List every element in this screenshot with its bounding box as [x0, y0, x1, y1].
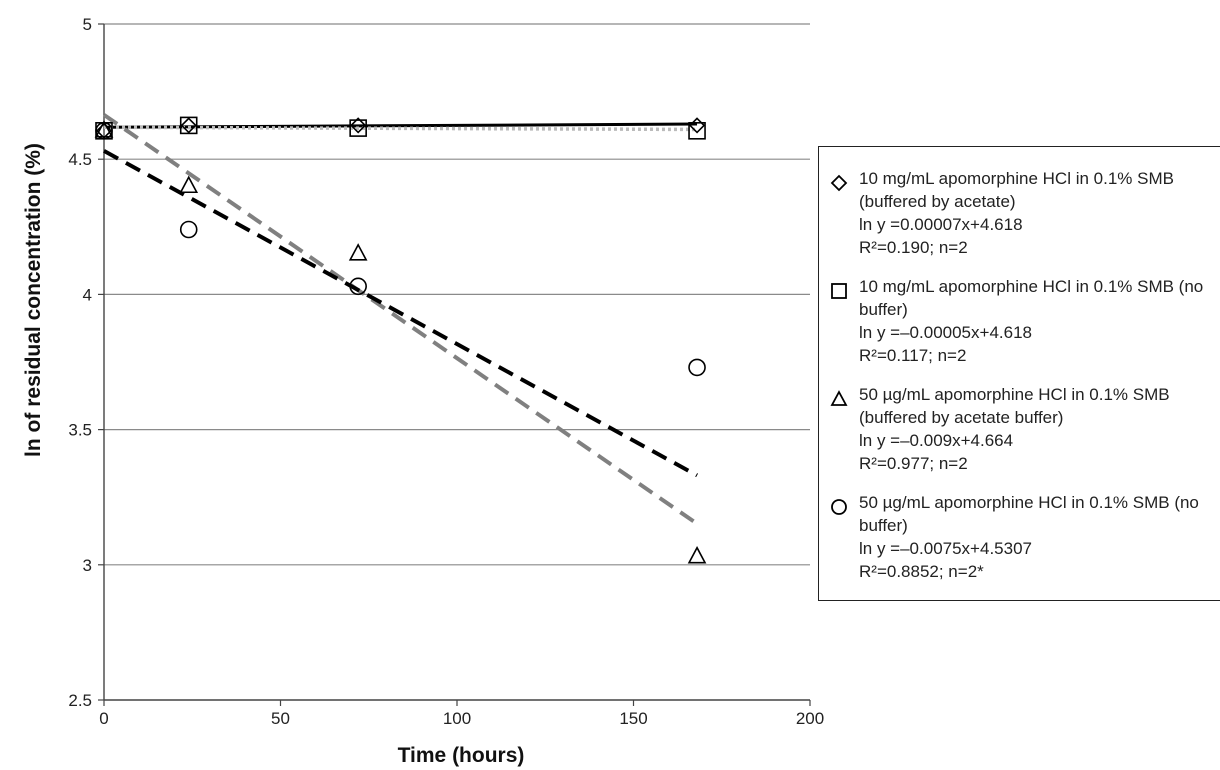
- legend-equation: ln y =0.00007x+4.618: [859, 215, 1023, 234]
- tick-labels: 2.533.544.550 50 100 150 200: [68, 15, 824, 728]
- legend-r2: R²=0.190; n=2: [859, 238, 968, 257]
- legend: 10 mg/mL apomorphine HCl in 0.1% SMB (bu…: [818, 146, 1220, 601]
- triangle-marker-icon: [830, 390, 848, 406]
- legend-equation: ln y =–0.00005x+4.618: [859, 323, 1032, 342]
- circle-marker: [349, 277, 367, 296]
- square-marker-icon: [831, 283, 847, 299]
- legend-series-name: 10 mg/mL apomorphine HCl in 0.1% SMB (bu…: [859, 169, 1174, 211]
- legend-r2: R²=0.8852; n=2*: [859, 562, 984, 581]
- legend-series-name: 50 µg/mL apomorphine HCl in 0.1% SMB (no…: [859, 493, 1199, 535]
- circle-marker: [179, 220, 198, 239]
- square-marker: [688, 122, 706, 140]
- square-marker: [179, 116, 198, 135]
- y-tick-label: 2.5: [68, 691, 92, 710]
- x-tick-label: 200: [796, 709, 824, 728]
- trendline-series-2: [103, 125, 698, 132]
- circle-marker: [688, 358, 706, 377]
- x-tick-label: 0: [99, 709, 108, 728]
- legend-r2: R²=0.977; n=2: [859, 454, 968, 473]
- x-tick-label: 100: [443, 709, 471, 728]
- data-markers: [94, 116, 707, 564]
- gridlines: [104, 23, 810, 566]
- legend-equation: ln y =–0.0075x+4.5307: [859, 539, 1032, 558]
- legend-series-name: 50 µg/mL apomorphine HCl in 0.1% SMB (bu…: [859, 385, 1170, 427]
- circle-marker-icon: [831, 499, 847, 515]
- triangle-marker: [94, 120, 114, 138]
- y-tick-label: 4: [83, 285, 92, 304]
- x-tick-label: 50: [271, 709, 290, 728]
- y-tick-label: 3: [83, 556, 92, 575]
- legend-r2: R²=0.117; n=2: [859, 346, 967, 365]
- diamond-marker-icon: [830, 174, 848, 192]
- diamond-marker: [95, 122, 113, 139]
- circle-marker: [95, 122, 113, 140]
- triangle-marker: [179, 175, 199, 194]
- x-axis-title: Time (hours): [398, 744, 525, 767]
- legend-equation: ln y =–0.009x+4.664: [859, 431, 1014, 450]
- diamond-marker: [350, 117, 367, 134]
- trendline-series-4: [103, 149, 698, 478]
- trendline-series-3: [102, 113, 699, 526]
- triangle-marker: [348, 243, 368, 261]
- legend-series-name: 10 mg/mL apomorphine HCl in 0.1% SMB (no…: [859, 277, 1204, 319]
- y-tick-label: 3.5: [68, 421, 92, 440]
- x-tick-label: 150: [619, 709, 647, 728]
- triangle-marker: [687, 545, 707, 564]
- y-axis-title: ln of residual concentration (%): [22, 143, 45, 457]
- diamond-marker: [180, 117, 197, 134]
- square-marker: [349, 119, 367, 137]
- y-tick-label: 5: [83, 15, 92, 34]
- y-tick-label: 4.5: [68, 150, 92, 169]
- trendlines: [102, 113, 699, 526]
